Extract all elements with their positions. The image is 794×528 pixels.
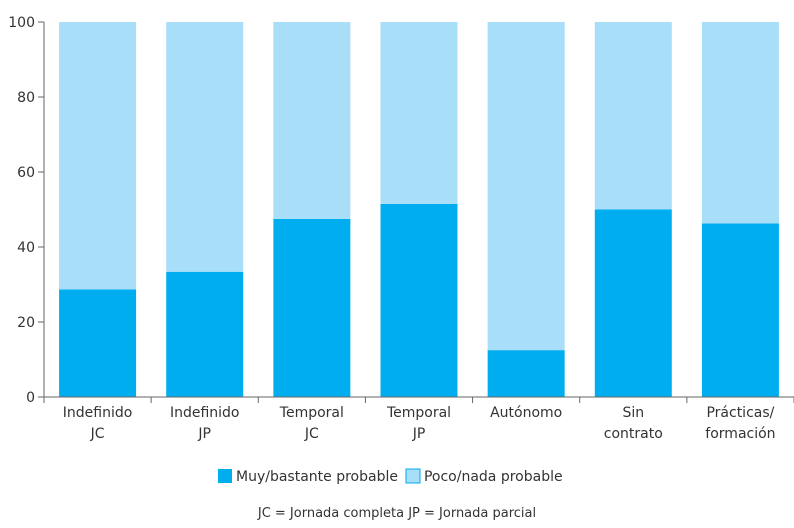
y-tick-label: 100 — [8, 15, 35, 31]
x-category-label: Temporal JC — [279, 405, 344, 442]
legend-label: Poco/nada probable — [424, 469, 563, 485]
bar-segment-poco-nada-7 — [701, 22, 779, 224]
bar-segment-muy-bastante-4 — [380, 203, 458, 397]
x-category-label: Sin contrato — [604, 405, 663, 442]
bar-segment-muy-bastante-7 — [701, 223, 779, 397]
legend-swatch — [218, 469, 232, 483]
bar-segment-poco-nada-2 — [166, 22, 244, 272]
legend: Muy/bastante probable Poco/nada probable — [218, 468, 563, 485]
abbreviation-note: JC = Jornada completa JP = Jornada parci… — [257, 506, 536, 521]
x-category-label: Indefinido JC — [63, 405, 133, 442]
y-axis: 0 20 40 60 80 100 — [8, 15, 45, 406]
y-tick-label: 40 — [17, 240, 35, 256]
x-category-label: Indefinido JP — [170, 405, 240, 442]
x-category-label: Temporal JP — [386, 405, 451, 442]
y-tick-label: 0 — [26, 390, 35, 406]
y-tick-label: 80 — [17, 90, 35, 106]
bar-segment-muy-bastante-6 — [594, 209, 672, 397]
x-category-label: Autónomo — [490, 405, 562, 421]
y-tick-label: 20 — [17, 315, 35, 331]
legend-swatch — [405, 468, 421, 484]
bar-segment-muy-bastante-2 — [166, 271, 244, 397]
bar-segment-poco-nada-6 — [594, 22, 672, 210]
bars — [59, 22, 779, 397]
bar-segment-poco-nada-1 — [59, 22, 137, 290]
bar-segment-poco-nada-5 — [487, 22, 565, 351]
bar-segment-poco-nada-4 — [380, 22, 458, 204]
bar-segment-muy-bastante-3 — [273, 218, 351, 397]
y-tick-label: 60 — [17, 165, 35, 181]
legend-label: Muy/bastante probable — [236, 469, 398, 485]
x-axis: Indefinido JC Indefinido JP Temporal JC Tempor… — [43, 396, 794, 442]
x-category-label: Prácticas/formación — [705, 405, 775, 442]
bar-segment-poco-nada-3 — [273, 22, 351, 219]
bar-segment-muy-bastante-5 — [487, 350, 565, 397]
bar-segment-muy-bastante-1 — [59, 289, 137, 397]
